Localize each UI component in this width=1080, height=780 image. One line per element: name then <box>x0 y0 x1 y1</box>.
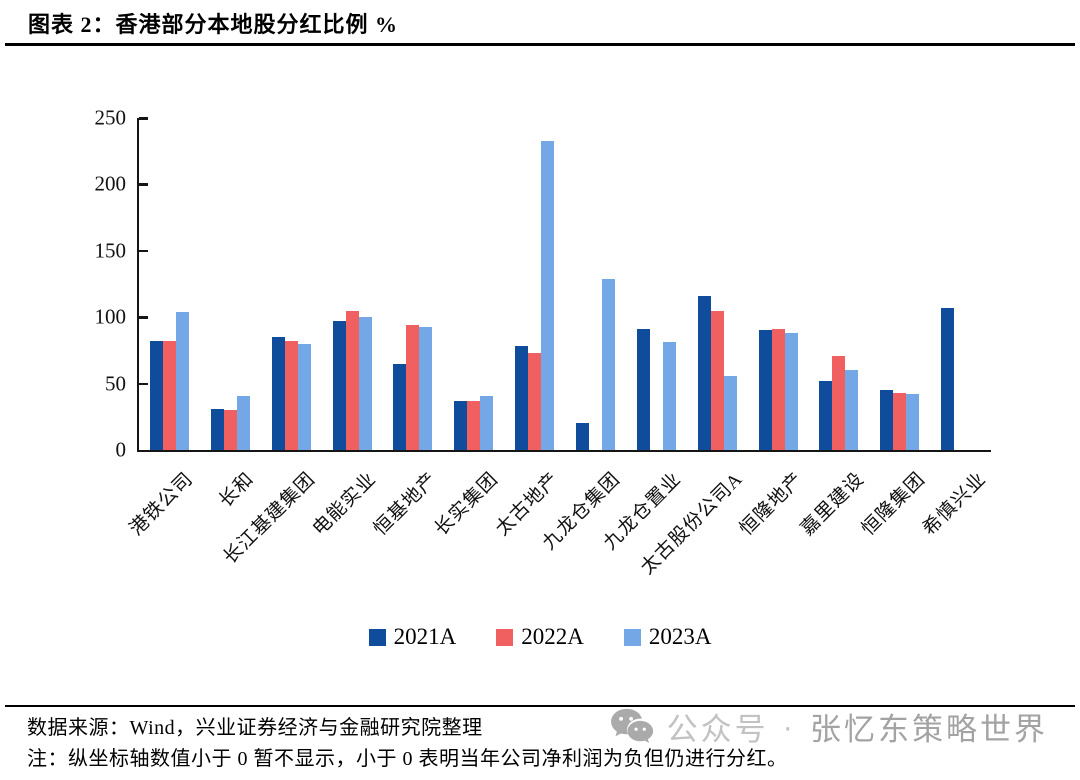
legend-label: 2022A <box>521 624 584 649</box>
y-axis-tick-label: 100 <box>94 304 127 329</box>
bar <box>406 325 420 450</box>
legend-swatch <box>623 628 641 646</box>
watermark: 公众号 · 张忆东策略世界 <box>609 704 1048 749</box>
bar-group <box>261 118 322 450</box>
bar <box>467 400 481 450</box>
bar <box>358 317 372 450</box>
bar-group <box>382 118 443 450</box>
y-axis-tick <box>139 183 148 186</box>
legend-label: 2021A <box>393 624 457 649</box>
y-axis-tick-label: 150 <box>94 238 127 263</box>
bar <box>480 395 494 450</box>
bar <box>515 346 529 450</box>
bar <box>454 400 468 450</box>
y-axis-tick-label: 200 <box>94 171 127 196</box>
bar-group <box>504 118 565 450</box>
legend-item: 2021A <box>368 624 457 650</box>
bar <box>941 307 955 450</box>
x-axis-category-label: 长实集团 <box>431 468 503 540</box>
bar <box>845 370 859 450</box>
x-axis-category-label: 电能实业 <box>309 468 381 540</box>
y-axis-tick <box>139 316 148 319</box>
bar <box>175 311 189 450</box>
bar <box>419 326 433 450</box>
chart-legend: 2021A 2022A 2023A <box>0 624 1080 650</box>
bar <box>906 394 920 450</box>
bar <box>723 375 737 450</box>
legend-swatch <box>368 628 386 646</box>
x-axis-category-label: 希慎兴业 <box>919 468 991 540</box>
watermark-prefix: 公众号 <box>666 712 769 747</box>
bar <box>893 392 907 450</box>
bar-group <box>748 118 809 450</box>
legend-item: 2023A <box>623 624 712 650</box>
bar-group <box>322 118 383 450</box>
bars-container <box>139 118 991 450</box>
bar-group <box>200 118 261 450</box>
bar-group <box>565 118 626 450</box>
bar-group <box>687 118 748 450</box>
wechat-icon <box>609 707 655 747</box>
legend-item: 2022A <box>496 624 584 650</box>
bar <box>601 278 615 450</box>
legend-swatch <box>496 628 514 646</box>
footer-divider <box>5 705 1075 707</box>
bar <box>541 140 555 450</box>
bar <box>297 343 311 450</box>
bar <box>819 380 833 450</box>
bar <box>528 353 542 450</box>
legend-label: 2023A <box>648 624 712 649</box>
bar <box>210 408 224 450</box>
title-divider <box>5 43 1075 46</box>
x-axis-category-label: 长和 <box>215 468 259 512</box>
bar-group <box>626 118 687 450</box>
bar <box>758 330 772 450</box>
x-axis-labels: 港铁公司 长和 长江基建集团 电能实业 恒基地产 长实集团 太古地产 九龙仓集团 九龙仓置业 太古… <box>126 457 991 622</box>
bar <box>284 341 298 450</box>
bar <box>345 310 359 450</box>
bar <box>771 329 785 450</box>
footnote-text: 注：纵坐标轴数值小于 0 暂不显示，小于 0 表明当年公司净利润为负但仍进行分红… <box>27 748 788 770</box>
bar-group <box>930 118 991 450</box>
bar <box>149 341 163 450</box>
y-axis-tick <box>139 249 148 253</box>
bar <box>575 423 589 450</box>
bar-group <box>869 118 930 450</box>
bar <box>662 342 676 450</box>
bar <box>332 321 346 450</box>
x-axis-category-label: 港铁公司 <box>126 468 198 540</box>
bar <box>271 337 285 450</box>
y-axis-tick-label: 50 <box>105 371 126 396</box>
watermark-separator: · <box>782 708 796 744</box>
bar <box>223 410 237 450</box>
bar-group <box>443 118 504 450</box>
x-axis-category-label: 恒隆地产 <box>736 468 808 540</box>
x-axis-category-label: 嘉里建设 <box>797 468 869 540</box>
bar-group <box>808 118 869 450</box>
watermark-name: 张忆东策略世界 <box>810 712 1048 747</box>
y-axis-tick <box>139 382 148 386</box>
x-axis-category-label: 恒基地产 <box>370 468 442 540</box>
bar <box>880 390 894 450</box>
x-axis-category-label: 恒隆集团 <box>858 468 930 540</box>
y-axis-tick-label: 250 <box>94 105 127 130</box>
y-axis-tick <box>139 117 148 120</box>
bar <box>784 333 798 450</box>
bar <box>393 363 407 450</box>
bar <box>697 295 711 450</box>
bar <box>832 355 846 450</box>
bar <box>162 341 176 450</box>
bar <box>710 310 724 450</box>
data-source-text: 数据来源：Wind，兴业证券经济与金融研究院整理 <box>27 717 483 739</box>
page-title: 图表 2：香港部分本地股分红比例 % <box>28 12 399 37</box>
bar <box>236 395 250 450</box>
y-axis-tick-label: 0 <box>115 437 127 462</box>
bar <box>636 329 650 450</box>
plot-area: 0 50 100 150 200 250 <box>95 106 991 462</box>
bar-group <box>139 118 200 450</box>
